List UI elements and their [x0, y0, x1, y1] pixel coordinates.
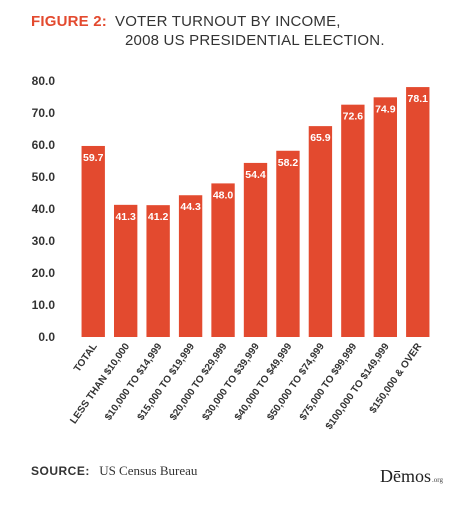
x-tick-label: $40,000 TO $49,999: [233, 341, 295, 423]
bar: [178, 195, 203, 337]
y-tick-label: 80.0: [32, 74, 56, 88]
y-tick-label: 10.0: [32, 298, 56, 312]
x-tick-label: $30,000 TO $39,999: [200, 341, 262, 423]
bar: [373, 97, 398, 337]
bar: [308, 126, 333, 338]
y-tick-label: 60.0: [32, 138, 56, 152]
bar: [113, 204, 138, 337]
bar: [341, 104, 365, 338]
title-text-1: VOTER TURNOUT BY INCOME,: [114, 13, 341, 30]
bar-value-label: 65.9: [310, 132, 331, 144]
x-tick-label: LESS THAN $10,000: [68, 341, 132, 426]
x-tick-label: $75,000 TO $99,999: [298, 341, 360, 423]
figure-title: FIGURE 2: VOTER TURNOUT BY INCOME, 2008 U…: [31, 12, 461, 50]
y-tick-label: 20.0: [32, 266, 56, 280]
bar-value-label: 72.6: [343, 111, 364, 123]
x-tick-label: $10,000 TO $14,999: [103, 341, 165, 423]
bar: [146, 205, 170, 337]
demos-logo: Dēmos.org: [380, 466, 443, 487]
bar-value-label: 78.1: [408, 93, 429, 105]
source-note: SOURCE: US Census Bureau: [31, 463, 197, 479]
bar-value-label: 44.3: [180, 201, 201, 213]
y-tick-label: 0.0: [38, 330, 55, 344]
bar-value-label: 74.9: [375, 103, 396, 115]
bar-chart: 0.0 10.0 20.0 30.0 40.0 50.0 60.0 70.0 80.0 59.7 4…: [32, 74, 430, 432]
y-tick-label: 30.0: [32, 234, 56, 248]
x-tick-label: $15,000 TO $19,999: [136, 341, 198, 423]
bar-value-label: 41.2: [148, 211, 169, 223]
bar-value-label: 41.3: [115, 211, 136, 223]
bar: [211, 183, 235, 337]
bar-value-label: 54.4: [245, 169, 266, 181]
x-tick-label: TOTAL: [72, 341, 100, 374]
source-text: US Census Bureau: [99, 463, 198, 478]
y-tick-label: 40.0: [32, 202, 56, 216]
x-tick-label: $20,000 TO $29,999: [168, 341, 230, 423]
title-line-2: 2008 US PRESIDENTIAL ELECTION.: [125, 32, 385, 49]
bar-value-label: 59.7: [83, 152, 104, 164]
x-tick-label: $50,000 TO $74,999: [265, 341, 327, 423]
x-tick-label: $100,000 TO $149,999: [324, 341, 392, 432]
figure-label: FIGURE 2:: [31, 13, 107, 30]
bar: [406, 87, 430, 337]
bar-value-label: 58.2: [278, 157, 299, 169]
bar: [276, 150, 300, 337]
y-tick-label: 50.0: [32, 170, 56, 184]
source-label: SOURCE:: [31, 464, 90, 478]
logo-suffix: .org: [432, 476, 443, 484]
y-tick-label: 70.0: [32, 106, 56, 120]
bar: [243, 162, 268, 337]
logo-text: Dēmos: [380, 466, 431, 486]
bar-value-label: 48.0: [213, 189, 234, 201]
bar: [81, 145, 105, 337]
title-line-1: FIGURE 2: VOTER TURNOUT BY INCOME,: [31, 12, 461, 31]
